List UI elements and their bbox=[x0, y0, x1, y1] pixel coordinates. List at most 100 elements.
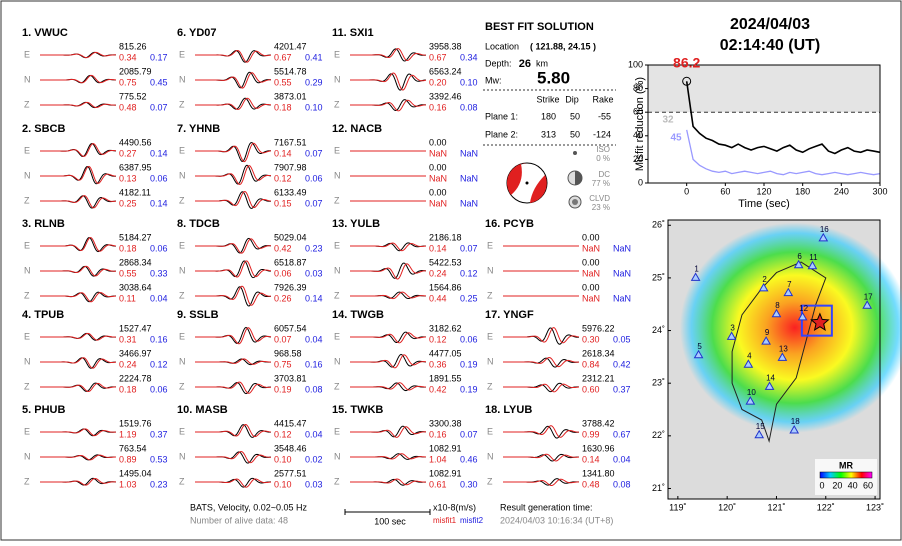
synthetic-trace bbox=[350, 453, 427, 460]
x-tick-label: 300 bbox=[872, 186, 887, 196]
plot-frame bbox=[647, 64, 881, 184]
component: E bbox=[179, 240, 185, 250]
station-title: 3. RLNB bbox=[22, 218, 65, 230]
misfit1: 0.31 bbox=[119, 334, 137, 344]
misfit2: 0.08 bbox=[460, 102, 478, 112]
station-title: 1. VWUC bbox=[22, 27, 68, 39]
lat-tick-label: 26˚ bbox=[652, 220, 665, 230]
misfit1: 1.04 bbox=[429, 454, 447, 464]
misfit2: 0.14 bbox=[150, 148, 168, 158]
observed-trace bbox=[40, 237, 117, 253]
misfit1: 0.24 bbox=[119, 359, 137, 369]
annotation: 32 bbox=[662, 115, 674, 126]
misfit2: 0.37 bbox=[613, 384, 631, 394]
component: N bbox=[487, 451, 494, 461]
misfit1: 0.12 bbox=[274, 429, 292, 439]
synthetic-trace bbox=[40, 143, 117, 157]
plane-value: 50 bbox=[570, 129, 580, 139]
component: Z bbox=[487, 381, 493, 391]
misfit1: NaN bbox=[582, 268, 600, 278]
lat-tick-label: 21˚ bbox=[652, 483, 665, 493]
misfit2: 0.45 bbox=[150, 77, 168, 87]
lon-tick-label: 119˚ bbox=[669, 502, 686, 512]
misfit2: 0.04 bbox=[150, 293, 168, 303]
observed-trace bbox=[40, 195, 117, 209]
station-marker bbox=[777, 352, 788, 361]
synthetic-trace bbox=[503, 327, 580, 344]
station-number: 18 bbox=[791, 417, 800, 426]
annotation: 86.2 bbox=[673, 55, 700, 71]
station-marker bbox=[690, 272, 701, 281]
synthetic-trace bbox=[350, 242, 427, 252]
misfit1: 0.24 bbox=[429, 268, 447, 278]
misfit1: 0.67 bbox=[274, 52, 292, 62]
x-tick-label: 0 bbox=[684, 186, 689, 196]
amplitude: 6518.87 bbox=[274, 257, 307, 267]
amplitude: 0.00 bbox=[582, 232, 600, 242]
station-title: 5. PHUB bbox=[22, 404, 65, 416]
synthetic-trace bbox=[40, 382, 117, 393]
station-number: 10 bbox=[747, 388, 756, 397]
observed-trace bbox=[195, 477, 272, 488]
component: E bbox=[179, 49, 185, 59]
component: Z bbox=[24, 476, 30, 486]
synthetic-trace bbox=[195, 478, 272, 488]
station-number: 8 bbox=[775, 301, 780, 310]
component: E bbox=[334, 145, 340, 155]
misfit1: 0.48 bbox=[582, 479, 600, 489]
misfit1: 0.42 bbox=[274, 243, 292, 253]
component: E bbox=[487, 240, 493, 250]
synthetic-trace bbox=[195, 97, 272, 111]
component: Z bbox=[334, 99, 340, 109]
component: N bbox=[334, 265, 341, 275]
y-tick-label: 40 bbox=[633, 130, 643, 140]
depth-label: Depth: bbox=[485, 58, 512, 68]
synthetic-trace bbox=[195, 238, 272, 254]
synthetic-trace bbox=[503, 425, 580, 438]
misfit2: NaN bbox=[460, 148, 478, 158]
threshold-band bbox=[648, 65, 880, 113]
component: E bbox=[334, 331, 340, 341]
synthetic-trace bbox=[195, 424, 272, 438]
component: N bbox=[334, 74, 341, 84]
amplitude: 4477.05 bbox=[429, 348, 462, 358]
synthetic-trace bbox=[40, 51, 117, 59]
synthetic-trace bbox=[503, 453, 580, 462]
misfit1: 0.30 bbox=[582, 334, 600, 344]
location: ( 121.88, 24.15 ) bbox=[530, 41, 596, 51]
station-title: 7. YHNB bbox=[177, 123, 220, 135]
station-title: 8. TDCB bbox=[177, 218, 220, 230]
amplitude: 1891.55 bbox=[429, 373, 462, 383]
beachball bbox=[506, 151, 583, 209]
synthetic-trace bbox=[40, 195, 117, 209]
synthetic-trace bbox=[350, 263, 427, 280]
amplitude: 6133.49 bbox=[274, 187, 307, 197]
synthetic-trace bbox=[40, 292, 117, 303]
component: N bbox=[24, 74, 31, 84]
misfit1: 0.10 bbox=[274, 454, 292, 464]
location-label: Location bbox=[485, 41, 519, 51]
component-percent: 23 % bbox=[592, 203, 610, 212]
legend-tick-label: 40 bbox=[848, 480, 858, 490]
component: N bbox=[487, 265, 494, 275]
misfit1: 0.18 bbox=[119, 243, 137, 253]
series-line bbox=[686, 117, 881, 164]
misfit2: 0.14 bbox=[150, 198, 168, 208]
synthetic-trace bbox=[195, 190, 272, 209]
solution-table: Strike Dip Rake Plane 1: 180 50 -55 Plane 2: 313… bbox=[485, 94, 614, 212]
series-line bbox=[686, 129, 881, 176]
best-fit-box bbox=[800, 304, 833, 337]
misfit1: NaN bbox=[429, 198, 447, 208]
lon-tick-label: 121˚ bbox=[767, 502, 785, 512]
station-number: 6 bbox=[797, 252, 802, 261]
component: E bbox=[24, 49, 30, 59]
component: Z bbox=[24, 290, 30, 300]
misfit2: 0.03 bbox=[305, 479, 323, 489]
amplitude: 1527.47 bbox=[119, 323, 152, 333]
misfit1-legend: misfit1 bbox=[433, 516, 457, 525]
synthetic-trace bbox=[350, 47, 427, 62]
misfit1: 0.48 bbox=[119, 102, 137, 112]
plane-label: Plane 1: bbox=[485, 111, 518, 121]
annotation: 45 bbox=[670, 133, 682, 144]
